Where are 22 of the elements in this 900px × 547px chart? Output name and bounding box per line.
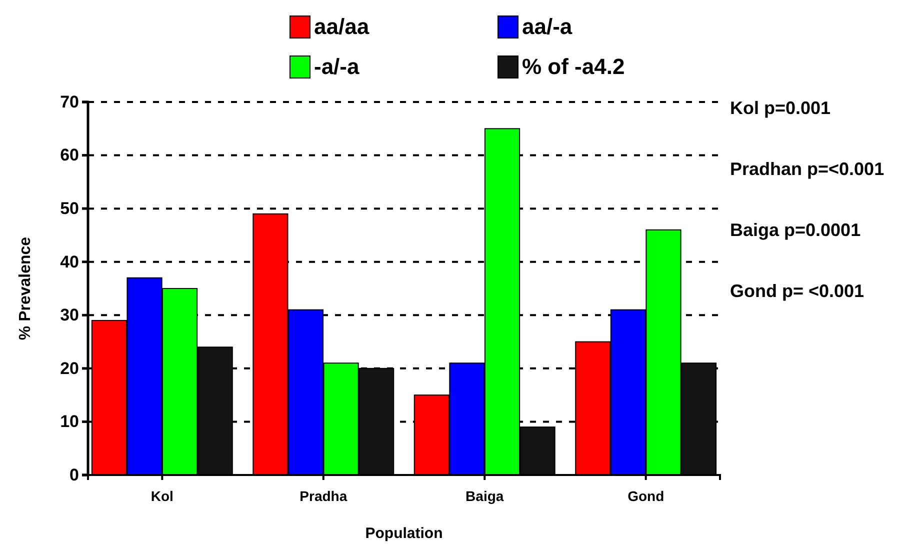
x-axis-title: Population	[365, 525, 443, 542]
legend-label: aa/-a	[522, 14, 573, 39]
y-tick-label: 30	[60, 306, 79, 325]
y-tick-label: 40	[60, 252, 79, 272]
x-tick-label: Baiga	[466, 488, 504, 504]
y-tick-label: 0	[70, 465, 79, 484]
y-axis-title: % Prevalence	[17, 236, 34, 340]
y-tick-label: 60	[60, 146, 79, 165]
text: Kol p=0.001	[730, 98, 831, 118]
x-tick-label: Pradha	[300, 488, 348, 504]
y-tick-label: 70	[60, 92, 79, 112]
text: Pradhan p=<0.001	[730, 159, 884, 179]
x-tick-label: Gond	[628, 488, 664, 504]
x-tick-label: Kol	[150, 488, 174, 504]
text: Gond p= <0.001	[730, 281, 864, 301]
y-tick-label: 20	[60, 358, 79, 378]
legend-label: -a/-a	[314, 54, 360, 79]
legend-label: aa/aa	[314, 14, 370, 39]
y-tick-label: 50	[60, 199, 79, 218]
y-tick-label: 10	[60, 412, 79, 432]
legend-label: % of -a4.2	[522, 54, 625, 79]
text: Baiga p=0.0001	[730, 220, 861, 240]
